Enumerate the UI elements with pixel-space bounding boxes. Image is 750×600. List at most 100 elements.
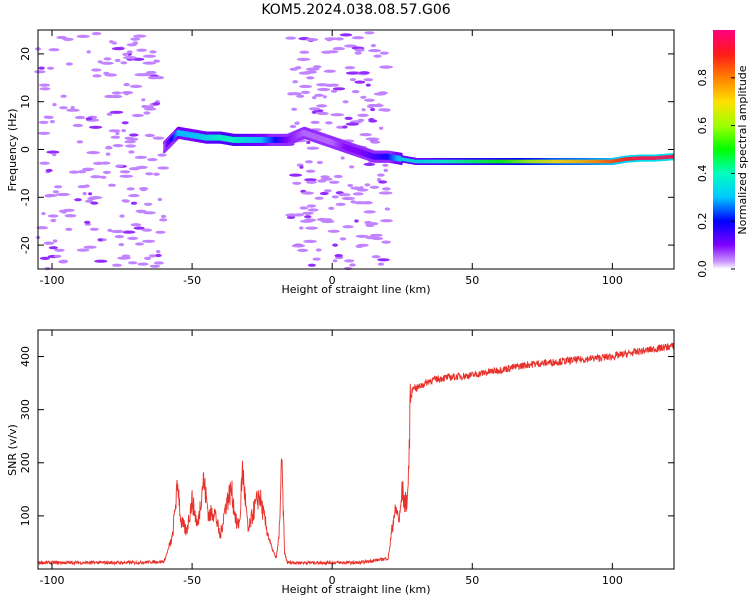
spectrogram-noise-speck	[345, 71, 359, 75]
spectrogram-noise-speck	[34, 70, 46, 74]
spectrogram-noise-speck	[319, 191, 329, 196]
spectrogram-noise-speck	[361, 108, 366, 112]
spectrogram-noise-speck	[65, 227, 73, 231]
colorbar-gradient	[713, 30, 735, 269]
colorbar-label: Normalized spectral amplitude	[736, 65, 749, 234]
spectrogram-noise-speck	[52, 153, 57, 157]
spectrogram-noise-speck	[108, 183, 116, 187]
spectrogram-noise-speck	[155, 253, 162, 258]
spectrogram-noise-speck	[294, 66, 302, 70]
spectrogram-noise-speck	[131, 113, 144, 118]
spectrogram-noise-speck	[306, 146, 320, 150]
spectrogram-noise-speck	[39, 161, 50, 165]
spectrogram-noise-speck	[357, 113, 369, 117]
spectrogram-noise-speck	[117, 256, 131, 260]
spectrogram-noise-speck	[122, 52, 129, 57]
spectrogram-noise-speck	[338, 193, 351, 197]
spectrogram-noise-speck	[109, 94, 123, 99]
spectrogram-noise-speck	[291, 107, 298, 111]
spectrogram-noise-speck	[85, 117, 93, 121]
spectrogram-noise-speck	[89, 125, 103, 129]
spectrogram-noise-speck	[153, 261, 164, 265]
spectrogram-noise-speck	[305, 67, 320, 71]
spectrogram-noise-speck	[89, 196, 103, 200]
spectrogram-noise-speck	[379, 65, 393, 69]
spectrogram-noise-speck	[144, 202, 153, 206]
spectrogram-noise-speck	[324, 189, 332, 193]
snr-series-layer	[37, 342, 675, 566]
spectrogram-noise-speck	[365, 83, 371, 87]
spectrogram-noise-speck	[365, 236, 376, 240]
spectrogram-noise-speck	[125, 144, 137, 148]
spectrogram-noise-speck	[85, 199, 94, 203]
spectrogram-noise-speck	[332, 47, 345, 51]
spectrogram-noise-speck	[84, 220, 91, 224]
snr-xlabel: Height of straight line (km)	[281, 583, 430, 596]
spectrogram-noise-speck	[349, 263, 356, 267]
x-tick-label: -100	[40, 274, 65, 287]
spectrogram-noise-speck	[54, 185, 63, 189]
spectrogram-noise-speck	[44, 194, 53, 198]
spectrogram-noise-speck	[145, 133, 154, 137]
spectrogram-noise-speck	[135, 242, 144, 246]
spectrogram-noise-speck	[90, 201, 99, 205]
spectrogram-noise-speck	[301, 90, 311, 94]
spectrogram-noise-speck	[320, 177, 333, 181]
spectrogram-noise-speck	[91, 68, 102, 72]
x-tick-label: 50	[465, 574, 479, 587]
spectrogram-noise-speck	[305, 180, 317, 184]
snr-x-axis: -100 -50 0 50 100	[40, 330, 623, 587]
spectrogram-noise-speck	[112, 263, 122, 267]
spectrogram-noise-speck	[322, 95, 327, 99]
spectrogram-noise-speck	[111, 47, 125, 51]
spectrogram-noise-speck	[359, 133, 373, 137]
spectrogram-noise-speck	[303, 239, 317, 243]
spectrogram-noise-speck	[347, 183, 354, 188]
spectrogram-noise-speck	[126, 187, 135, 191]
colorbar-ticks: 0.0 0.2 0.4 0.6 0.8	[696, 69, 735, 278]
spectrogram-noise-speck	[142, 211, 156, 215]
spectrogram-noise-speck	[329, 180, 340, 184]
spectrogram-noise-speck	[115, 164, 124, 168]
spectrogram-noise-speck	[48, 48, 60, 52]
spectrogram-noise-speck	[351, 90, 360, 94]
spectrogram-noise-speck	[155, 230, 166, 234]
spectrogram-noise-speck	[89, 227, 99, 231]
spectrogram-xlabel: Height of straight line (km)	[281, 283, 430, 296]
spectrogram-noise-speck	[138, 210, 143, 214]
y-tick-label: 200	[19, 452, 32, 473]
spectrogram-noise-speck	[299, 226, 304, 230]
spectrogram-noise-speck	[129, 133, 139, 137]
spectrogram-noise-speck	[119, 214, 125, 218]
spectrogram-noise-speck	[54, 248, 65, 252]
spectrogram-noise-speck	[332, 243, 338, 247]
spectrogram-noise-speck	[303, 218, 317, 222]
spectrogram-noise-speck	[100, 175, 107, 179]
spectrogram-noise-speck	[301, 191, 314, 195]
spectrogram-noise-speck	[299, 165, 304, 169]
spectrogram-noise-speck	[292, 181, 302, 185]
spectrogram-noise-speck	[379, 126, 384, 130]
spectrogram-noise-speck	[382, 163, 389, 167]
spectrogram-noise-speck	[330, 89, 338, 93]
spectrogram-noise-speck	[52, 103, 57, 107]
spectrogram-noise-speck	[382, 187, 391, 191]
spectrogram-noise-speck	[358, 71, 370, 75]
spectrogram-noise-speck	[70, 105, 75, 110]
spectrogram-noise-speck	[153, 59, 161, 63]
spectrogram-noise-speck	[373, 92, 387, 96]
snr-line	[37, 342, 675, 566]
spectrogram-noise-speck	[352, 192, 364, 196]
spectrogram-noise-speck	[159, 218, 168, 222]
spectrogram-noise-speck	[38, 66, 45, 70]
snr-y-axis: 100 200 300 400	[19, 346, 674, 526]
spectrogram-noise-speck	[357, 118, 365, 122]
spectrogram-noise-speck	[333, 174, 343, 179]
y-tick-label: 100	[19, 505, 32, 526]
spectrogram-noise-speck	[160, 214, 167, 218]
spectrogram-noise-speck	[66, 108, 80, 112]
colorbar-tick-label: 0.2	[696, 212, 709, 230]
spectrogram-noise-speck	[335, 202, 346, 206]
spectrogram-noise-speck	[157, 166, 170, 170]
